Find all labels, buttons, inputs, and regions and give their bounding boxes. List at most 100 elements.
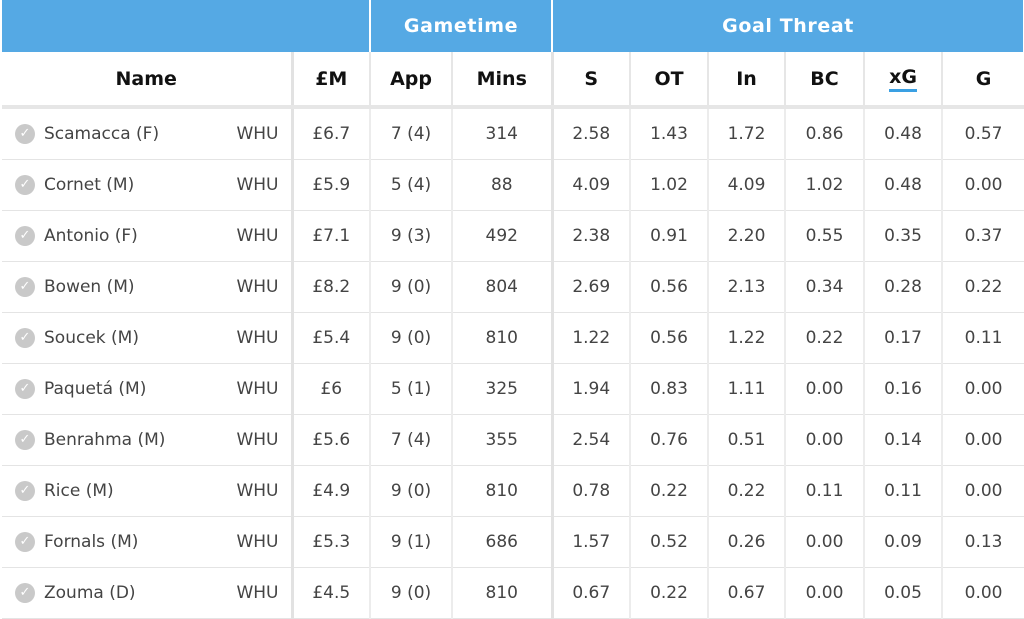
cell-xg: 0.11 <box>863 465 943 517</box>
cell-big-chances: 1.02 <box>784 159 865 211</box>
cell-goals: 0.22 <box>941 261 1024 313</box>
player-name-text: Soucek (M) <box>44 328 139 348</box>
col-header-xg[interactable]: xG <box>863 52 943 109</box>
cell-big-chances: 0.11 <box>784 465 865 517</box>
cell-mins: 810 <box>451 567 553 619</box>
player-name-text: Fornals (M) <box>44 532 139 552</box>
col-header-name[interactable]: Name <box>2 52 292 109</box>
cell-big-chances: 0.00 <box>784 414 865 466</box>
group-header-blank <box>2 0 372 52</box>
check-circle-icon: ✓ <box>15 430 35 450</box>
player-name-text: Benrahma (M) <box>44 430 166 450</box>
cell-mins: 810 <box>451 465 553 517</box>
cell-player-name[interactable]: ✓ Rice (M) <box>2 465 220 517</box>
cell-shots: 2.54 <box>550 414 631 466</box>
table-row[interactable]: ✓ Zouma (D) WHU £4.5 9 (0) 810 0.67 0.22 0.67 0.0… <box>2 567 1024 619</box>
col-header-shots[interactable]: S <box>550 52 631 109</box>
table-row[interactable]: ✓ Fornals (M) WHU £5.3 9 (1) 686 1.57 0.52 0.26 0… <box>2 516 1024 568</box>
cell-team: WHU <box>220 312 292 364</box>
cell-price: £5.3 <box>290 516 371 568</box>
col-header-mins[interactable]: Mins <box>451 52 553 109</box>
col-header-in-box[interactable]: In <box>707 52 786 109</box>
cell-mins: 492 <box>451 210 553 262</box>
cell-app: 5 (4) <box>369 159 453 211</box>
cell-player-name[interactable]: ✓ Scamacca (F) <box>2 107 220 160</box>
group-header-row: Gametime Goal Threat <box>2 0 1024 52</box>
cell-in-box: 1.72 <box>707 107 786 160</box>
col-header-xg-label: xG <box>889 67 917 92</box>
player-name-text: Antonio (F) <box>44 226 138 246</box>
cell-on-target: 0.52 <box>629 516 709 568</box>
table-row[interactable]: ✓ Cornet (M) WHU £5.9 5 (4) 88 4.09 1.02 4.09 1.0… <box>2 159 1024 211</box>
cell-big-chances: 0.22 <box>784 312 865 364</box>
cell-price: £5.9 <box>290 159 371 211</box>
cell-player-name[interactable]: ✓ Zouma (D) <box>2 567 220 619</box>
check-circle-icon: ✓ <box>15 481 35 501</box>
table-row[interactable]: ✓ Antonio (F) WHU £7.1 9 (3) 492 2.38 0.91 2.20 0… <box>2 210 1024 262</box>
table-row[interactable]: ✓ Bowen (M) WHU £8.2 9 (0) 804 2.69 0.56 2.13 0.3… <box>2 261 1024 313</box>
player-name-text: Rice (M) <box>44 481 114 501</box>
col-header-price[interactable]: £M <box>290 52 371 109</box>
cell-in-box: 1.11 <box>707 363 786 415</box>
cell-mins: 810 <box>451 312 553 364</box>
cell-mins: 88 <box>451 159 553 211</box>
cell-in-box: 0.67 <box>707 567 786 619</box>
cell-goals: 0.37 <box>941 210 1024 262</box>
cell-on-target: 1.43 <box>629 107 709 160</box>
cell-shots: 2.69 <box>550 261 631 313</box>
cell-xg: 0.16 <box>863 363 943 415</box>
table-row[interactable]: ✓ Soucek (M) WHU £5.4 9 (0) 810 1.22 0.56 1.22 0.… <box>2 312 1024 364</box>
col-header-on-target[interactable]: OT <box>629 52 709 109</box>
cell-xg: 0.48 <box>863 107 943 160</box>
cell-app: 7 (4) <box>369 414 453 466</box>
cell-goals: 0.11 <box>941 312 1024 364</box>
cell-shots: 0.67 <box>550 567 631 619</box>
cell-price: £4.5 <box>290 567 371 619</box>
cell-shots: 1.22 <box>550 312 631 364</box>
cell-big-chances: 0.86 <box>784 107 865 160</box>
cell-on-target: 0.56 <box>629 312 709 364</box>
cell-mins: 325 <box>451 363 553 415</box>
cell-app: 9 (0) <box>369 261 453 313</box>
cell-in-box: 4.09 <box>707 159 786 211</box>
cell-team: WHU <box>220 210 292 262</box>
cell-xg: 0.17 <box>863 312 943 364</box>
cell-shots: 0.78 <box>550 465 631 517</box>
cell-price: £6 <box>290 363 371 415</box>
cell-player-name[interactable]: ✓ Cornet (M) <box>2 159 220 211</box>
table-row[interactable]: ✓ Paquetá (M) WHU £6 5 (1) 325 1.94 0.83 1.11 0.0… <box>2 363 1024 415</box>
cell-team: WHU <box>220 516 292 568</box>
player-name-text: Zouma (D) <box>44 583 136 603</box>
cell-mins: 355 <box>451 414 553 466</box>
cell-in-box: 0.22 <box>707 465 786 517</box>
cell-player-name[interactable]: ✓ Paquetá (M) <box>2 363 220 415</box>
cell-player-name[interactable]: ✓ Fornals (M) <box>2 516 220 568</box>
table-row[interactable]: ✓ Benrahma (M) WHU £5.6 7 (4) 355 2.54 0.76 0.51… <box>2 414 1024 466</box>
cell-player-name[interactable]: ✓ Soucek (M) <box>2 312 220 364</box>
cell-team: WHU <box>220 414 292 466</box>
cell-in-box: 2.13 <box>707 261 786 313</box>
table-row[interactable]: ✓ Rice (M) WHU £4.9 9 (0) 810 0.78 0.22 0.22 0.11… <box>2 465 1024 517</box>
check-circle-icon: ✓ <box>15 124 35 144</box>
cell-price: £4.9 <box>290 465 371 517</box>
cell-app: 9 (1) <box>369 516 453 568</box>
cell-on-target: 0.76 <box>629 414 709 466</box>
cell-player-name[interactable]: ✓ Antonio (F) <box>2 210 220 262</box>
col-header-big-chances[interactable]: BC <box>784 52 865 109</box>
check-circle-icon: ✓ <box>15 328 35 348</box>
cell-team: WHU <box>220 465 292 517</box>
cell-in-box: 0.26 <box>707 516 786 568</box>
col-header-app[interactable]: App <box>369 52 453 109</box>
cell-player-name[interactable]: ✓ Bowen (M) <box>2 261 220 313</box>
cell-on-target: 1.02 <box>629 159 709 211</box>
table-row[interactable]: ✓ Scamacca (F) WHU £6.7 7 (4) 314 2.58 1.43 1.72… <box>2 107 1024 160</box>
cell-app: 9 (0) <box>369 312 453 364</box>
check-circle-icon: ✓ <box>15 532 35 552</box>
cell-xg: 0.48 <box>863 159 943 211</box>
player-name-text: Cornet (M) <box>44 175 135 195</box>
player-name-text: Paquetá (M) <box>44 379 147 399</box>
column-header-row: Name £M App Mins S OT In BC xG G <box>2 52 1024 109</box>
cell-team: WHU <box>220 107 292 160</box>
col-header-goals[interactable]: G <box>941 52 1024 109</box>
cell-player-name[interactable]: ✓ Benrahma (M) <box>2 414 220 466</box>
